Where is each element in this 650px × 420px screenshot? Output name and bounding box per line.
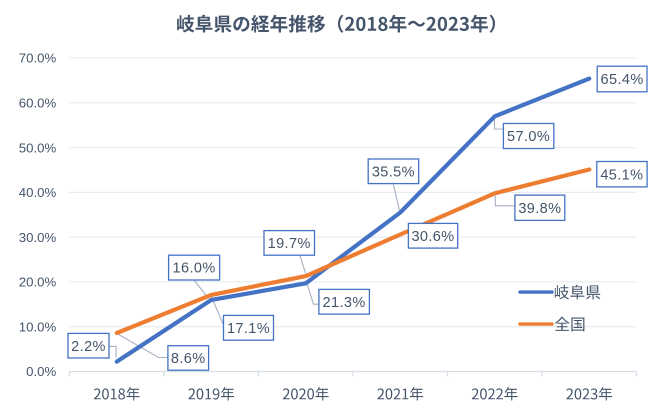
svg-text:35.5%: 35.5% (372, 164, 415, 180)
svg-text:39.8%: 39.8% (518, 201, 561, 217)
svg-text:50.0%: 50.0% (19, 140, 57, 155)
svg-text:8.6%: 8.6% (171, 351, 206, 367)
svg-text:21.3%: 21.3% (323, 295, 366, 311)
svg-text:30.0%: 30.0% (19, 230, 57, 245)
svg-text:17.1%: 17.1% (227, 321, 270, 337)
svg-text:60.0%: 60.0% (19, 96, 57, 111)
svg-text:20.0%: 20.0% (19, 275, 57, 290)
svg-text:70.0%: 70.0% (19, 51, 57, 66)
svg-text:65.4%: 65.4% (601, 72, 644, 88)
svg-text:10.0%: 10.0% (19, 319, 57, 334)
svg-text:19.7%: 19.7% (268, 236, 311, 252)
svg-text:0.0%: 0.0% (26, 364, 56, 379)
svg-text:45.1%: 45.1% (600, 167, 643, 183)
svg-text:16.0%: 16.0% (173, 261, 216, 277)
svg-text:30.6%: 30.6% (411, 229, 454, 245)
svg-text:2.2%: 2.2% (71, 339, 106, 355)
svg-text:40.0%: 40.0% (19, 185, 57, 200)
svg-text:57.0%: 57.0% (507, 129, 550, 145)
